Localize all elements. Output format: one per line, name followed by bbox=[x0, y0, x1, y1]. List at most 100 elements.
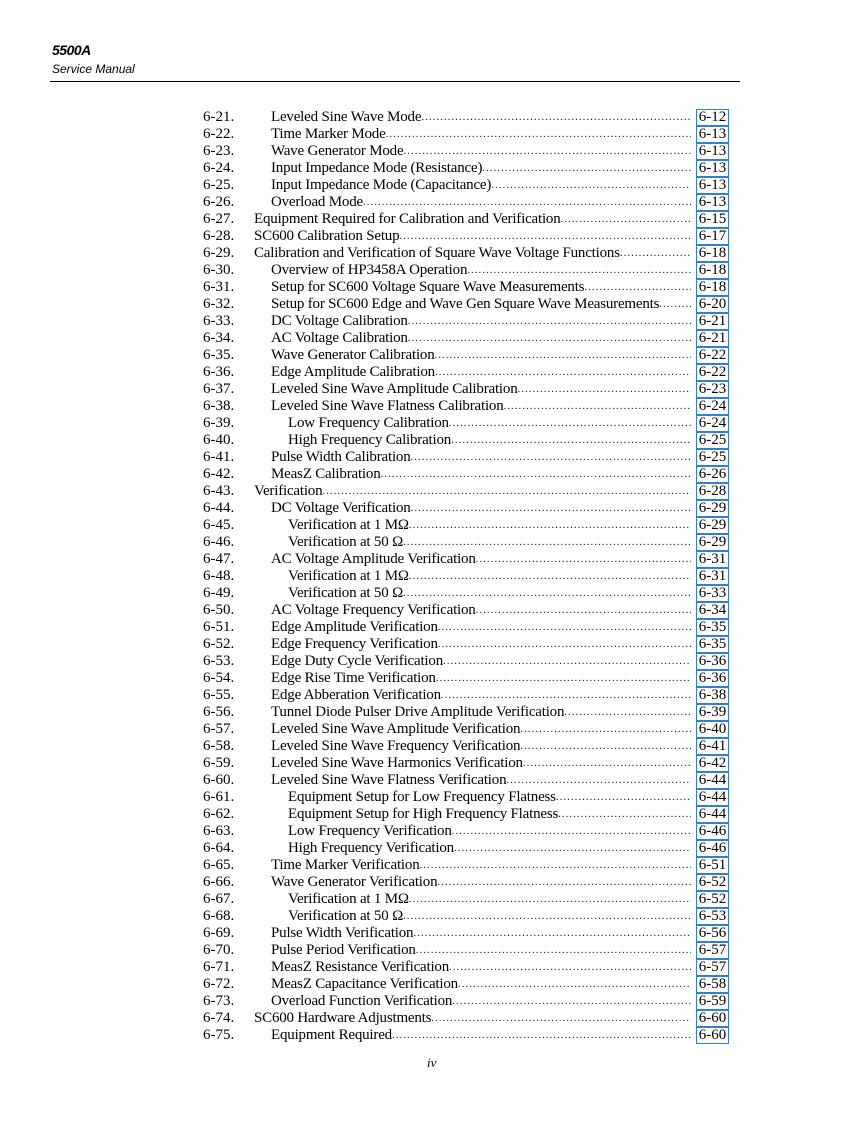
toc-entry[interactable]: 6-34. AC Voltage Calibration 6-21 bbox=[203, 330, 729, 347]
page-link[interactable]: 6-13 bbox=[696, 126, 729, 143]
toc-entry[interactable]: 6-53. Edge Duty Cycle Verification 6-36 bbox=[203, 653, 729, 670]
toc-entry-link[interactable]: Low Frequency Verification bbox=[288, 823, 691, 840]
toc-entry-link[interactable]: Wave Generator Calibration bbox=[271, 347, 691, 364]
toc-entry[interactable]: 6-72. MeasZ Capacitance Verification 6-58 bbox=[203, 976, 729, 993]
toc-entry-link[interactable]: Edge Amplitude Verification bbox=[271, 619, 691, 636]
page-link[interactable]: 6-21 bbox=[696, 313, 729, 330]
toc-entry[interactable]: 6-38. Leveled Sine Wave Flatness Calibrat… bbox=[203, 398, 729, 415]
toc-entry[interactable]: 6-47. AC Voltage Amplitude Verification 6-… bbox=[203, 551, 729, 568]
toc-entry-link[interactable]: Edge Duty Cycle Verification bbox=[271, 653, 691, 670]
toc-entry-link[interactable]: SC600 Calibration Setup bbox=[254, 228, 691, 245]
toc-entry-link[interactable]: Edge Frequency Verification bbox=[271, 636, 691, 653]
toc-entry-link[interactable]: High Frequency Calibration bbox=[288, 432, 691, 449]
page-link[interactable]: 6-52 bbox=[696, 874, 729, 891]
toc-entry[interactable]: 6-28. SC600 Calibration Setup 6-17 bbox=[203, 228, 729, 245]
page-link[interactable]: 6-18 bbox=[696, 245, 729, 262]
toc-entry[interactable]: 6-54. Edge Rise Time Verification 6-36 bbox=[203, 670, 729, 687]
toc-entry-link[interactable]: Low Frequency Calibration bbox=[288, 415, 691, 432]
toc-entry[interactable]: 6-66. Wave Generator Verification 6-52 bbox=[203, 874, 729, 891]
toc-entry[interactable]: 6-23. Wave Generator Mode 6-13 bbox=[203, 143, 729, 160]
toc-entry-link[interactable]: Edge Amplitude Calibration bbox=[271, 364, 691, 381]
toc-entry[interactable]: 6-59. Leveled Sine Wave Harmonics Verific… bbox=[203, 755, 729, 772]
page-link[interactable]: 6-44 bbox=[696, 806, 729, 823]
toc-entry-link[interactable]: Input Impedance Mode (Capacitance) bbox=[271, 177, 691, 194]
toc-entry-link[interactable]: Equipment Setup for High Frequency Flatn… bbox=[288, 806, 691, 823]
page-link[interactable]: 6-52 bbox=[696, 891, 729, 908]
toc-entry[interactable]: 6-26. Overload Mode 6-13 bbox=[203, 194, 729, 211]
toc-entry-link[interactable]: Verification at 50 Ω bbox=[288, 534, 691, 551]
page-link[interactable]: 6-29 bbox=[696, 517, 729, 534]
toc-entry[interactable]: 6-21. Leveled Sine Wave Mode 6-12 bbox=[203, 109, 729, 126]
page-link[interactable]: 6-60 bbox=[696, 1010, 729, 1027]
toc-entry[interactable]: 6-40. High Frequency Calibration 6-25 bbox=[203, 432, 729, 449]
page-link[interactable]: 6-13 bbox=[696, 177, 729, 194]
page-link[interactable]: 6-29 bbox=[696, 534, 729, 551]
toc-entry-link[interactable]: Input Impedance Mode (Resistance) bbox=[271, 160, 691, 177]
toc-entry[interactable]: 6-68. Verification at 50 Ω 6-53 bbox=[203, 908, 729, 925]
page-link[interactable]: 6-13 bbox=[696, 160, 729, 177]
toc-entry[interactable]: 6-27. Equipment Required for Calibration … bbox=[203, 211, 729, 228]
toc-entry-link[interactable]: Pulse Width Verification bbox=[271, 925, 691, 942]
toc-entry[interactable]: 6-50. AC Voltage Frequency Verification 6-… bbox=[203, 602, 729, 619]
toc-entry-link[interactable]: Time Marker Mode bbox=[271, 126, 691, 143]
toc-entry-link[interactable]: Leveled Sine Wave Flatness Calibration bbox=[271, 398, 691, 415]
page-link[interactable]: 6-34 bbox=[696, 602, 729, 619]
toc-entry[interactable]: 6-52. Edge Frequency Verification 6-35 bbox=[203, 636, 729, 653]
toc-entry-link[interactable]: Overload Mode bbox=[271, 194, 691, 211]
toc-entry[interactable]: 6-30. Overview of HP3458A Operation 6-18 bbox=[203, 262, 729, 279]
toc-entry-link[interactable]: Equipment Required bbox=[271, 1027, 691, 1044]
toc-entry-link[interactable]: Edge Abberation Verification bbox=[271, 687, 691, 704]
toc-entry-link[interactable]: AC Voltage Calibration bbox=[271, 330, 691, 347]
toc-entry[interactable]: 6-67. Verification at 1 MΩ 6-52 bbox=[203, 891, 729, 908]
toc-entry[interactable]: 6-33. DC Voltage Calibration 6-21 bbox=[203, 313, 729, 330]
toc-entry-link[interactable]: MeasZ Calibration bbox=[271, 466, 691, 483]
page-link[interactable]: 6-44 bbox=[696, 772, 729, 789]
toc-entry-link[interactable]: Tunnel Diode Pulser Drive Amplitude Veri… bbox=[271, 704, 691, 721]
toc-entry-link[interactable]: Equipment Setup for Low Frequency Flatne… bbox=[288, 789, 691, 806]
page-link[interactable]: 6-22 bbox=[696, 364, 729, 381]
toc-entry-link[interactable]: Wave Generator Mode bbox=[271, 143, 691, 160]
toc-entry-link[interactable]: Pulse Period Verification bbox=[271, 942, 691, 959]
toc-entry-link[interactable]: Leveled Sine Wave Frequency Verification bbox=[271, 738, 691, 755]
toc-entry-link[interactable]: Wave Generator Verification bbox=[271, 874, 691, 891]
toc-entry[interactable]: 6-60. Leveled Sine Wave Flatness Verifica… bbox=[203, 772, 729, 789]
toc-entry-link[interactable]: Verification at 1 MΩ bbox=[288, 891, 691, 908]
page-link[interactable]: 6-23 bbox=[696, 381, 729, 398]
page-link[interactable]: 6-60 bbox=[696, 1027, 729, 1044]
toc-entry[interactable]: 6-36. Edge Amplitude Calibration 6-22 bbox=[203, 364, 729, 381]
toc-entry-link[interactable]: Leveled Sine Wave Mode bbox=[271, 109, 691, 126]
page-link[interactable]: 6-29 bbox=[696, 500, 729, 517]
toc-entry-link[interactable]: Edge Rise Time Verification bbox=[271, 670, 691, 687]
toc-entry[interactable]: 6-58. Leveled Sine Wave Frequency Verific… bbox=[203, 738, 729, 755]
toc-entry-link[interactable]: Verification at 1 MΩ bbox=[288, 517, 691, 534]
page-link[interactable]: 6-42 bbox=[696, 755, 729, 772]
toc-entry[interactable]: 6-35. Wave Generator Calibration 6-22 bbox=[203, 347, 729, 364]
page-link[interactable]: 6-35 bbox=[696, 619, 729, 636]
page-link[interactable]: 6-17 bbox=[696, 228, 729, 245]
page-link[interactable]: 6-22 bbox=[696, 347, 729, 364]
page-link[interactable]: 6-53 bbox=[696, 908, 729, 925]
toc-entry-link[interactable]: SC600 Hardware Adjustments bbox=[254, 1010, 691, 1027]
toc-entry-link[interactable]: Equipment Required for Calibration and V… bbox=[254, 211, 691, 228]
toc-entry[interactable]: 6-46. Verification at 50 Ω 6-29 bbox=[203, 534, 729, 551]
page-link[interactable]: 6-51 bbox=[696, 857, 729, 874]
toc-entry-link[interactable]: Verification bbox=[254, 483, 691, 500]
toc-entry[interactable]: 6-24. Input Impedance Mode (Resistance) 6-… bbox=[203, 160, 729, 177]
page-link[interactable]: 6-33 bbox=[696, 585, 729, 602]
page-link[interactable]: 6-57 bbox=[696, 959, 729, 976]
toc-entry[interactable]: 6-32. Setup for SC600 Edge and Wave Gen S… bbox=[203, 296, 729, 313]
toc-entry-link[interactable]: MeasZ Capacitance Verification bbox=[271, 976, 691, 993]
toc-entry[interactable]: 6-31. Setup for SC600 Voltage Square Wave… bbox=[203, 279, 729, 296]
toc-entry-link[interactable]: Setup for SC600 Edge and Wave Gen Square… bbox=[271, 296, 691, 313]
toc-entry[interactable]: 6-64. High Frequency Verification 6-46 bbox=[203, 840, 729, 857]
toc-entry[interactable]: 6-25. Input Impedance Mode (Capacitance) 6… bbox=[203, 177, 729, 194]
toc-entry-link[interactable]: Overview of HP3458A Operation bbox=[271, 262, 691, 279]
page-link[interactable]: 6-56 bbox=[696, 925, 729, 942]
toc-entry[interactable]: 6-49. Verification at 50 Ω 6-33 bbox=[203, 585, 729, 602]
toc-entry[interactable]: 6-75. Equipment Required 6-60 bbox=[203, 1027, 729, 1044]
toc-entry-link[interactable]: Leveled Sine Wave Amplitude Verification bbox=[271, 721, 691, 738]
page-link[interactable]: 6-41 bbox=[696, 738, 729, 755]
toc-entry[interactable]: 6-61. Equipment Setup for Low Frequency F… bbox=[203, 789, 729, 806]
page-link[interactable]: 6-35 bbox=[696, 636, 729, 653]
page-link[interactable]: 6-58 bbox=[696, 976, 729, 993]
